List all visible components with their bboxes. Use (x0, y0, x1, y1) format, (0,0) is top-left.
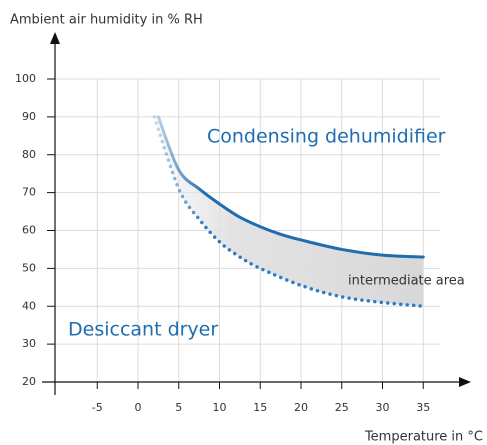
series-line (152, 115, 425, 308)
x-tick-label: 10 (213, 401, 227, 414)
annotation: intermediate area (348, 274, 465, 289)
series-line (156, 115, 425, 259)
intermediate-area (154, 116, 424, 307)
x-tick-label: 30 (376, 401, 390, 414)
series-label: Desiccant dryer (68, 319, 218, 341)
x-tick-label: -5 (92, 401, 103, 414)
y-tick-label: 40 (22, 299, 36, 312)
x-tick-label: 20 (294, 401, 308, 414)
y-tick-label: 80 (22, 148, 36, 161)
x-tick-label: 5 (175, 401, 182, 414)
y-tick-label: 50 (22, 261, 36, 274)
y-tick-label: 20 (22, 375, 36, 388)
x-tick-label: 0 (135, 401, 142, 414)
y-tick-label: 100 (15, 72, 36, 85)
y-tick-label: 90 (22, 110, 36, 123)
x-tick-label: 15 (253, 401, 267, 414)
y-tick-label: 60 (22, 224, 36, 237)
x-axis-arrow (459, 377, 471, 387)
y-tick-label: 70 (22, 186, 36, 199)
x-axis-title: Temperature in °C (364, 430, 483, 445)
x-tick-label: 35 (416, 401, 430, 414)
y-axis-title: Ambient air humidity in % RH (10, 13, 203, 28)
x-tick-label: 25 (335, 401, 349, 414)
series-label: Condensing dehumidifier (207, 126, 446, 148)
y-axis-arrow (50, 32, 60, 44)
y-tick-label: 30 (22, 337, 36, 350)
